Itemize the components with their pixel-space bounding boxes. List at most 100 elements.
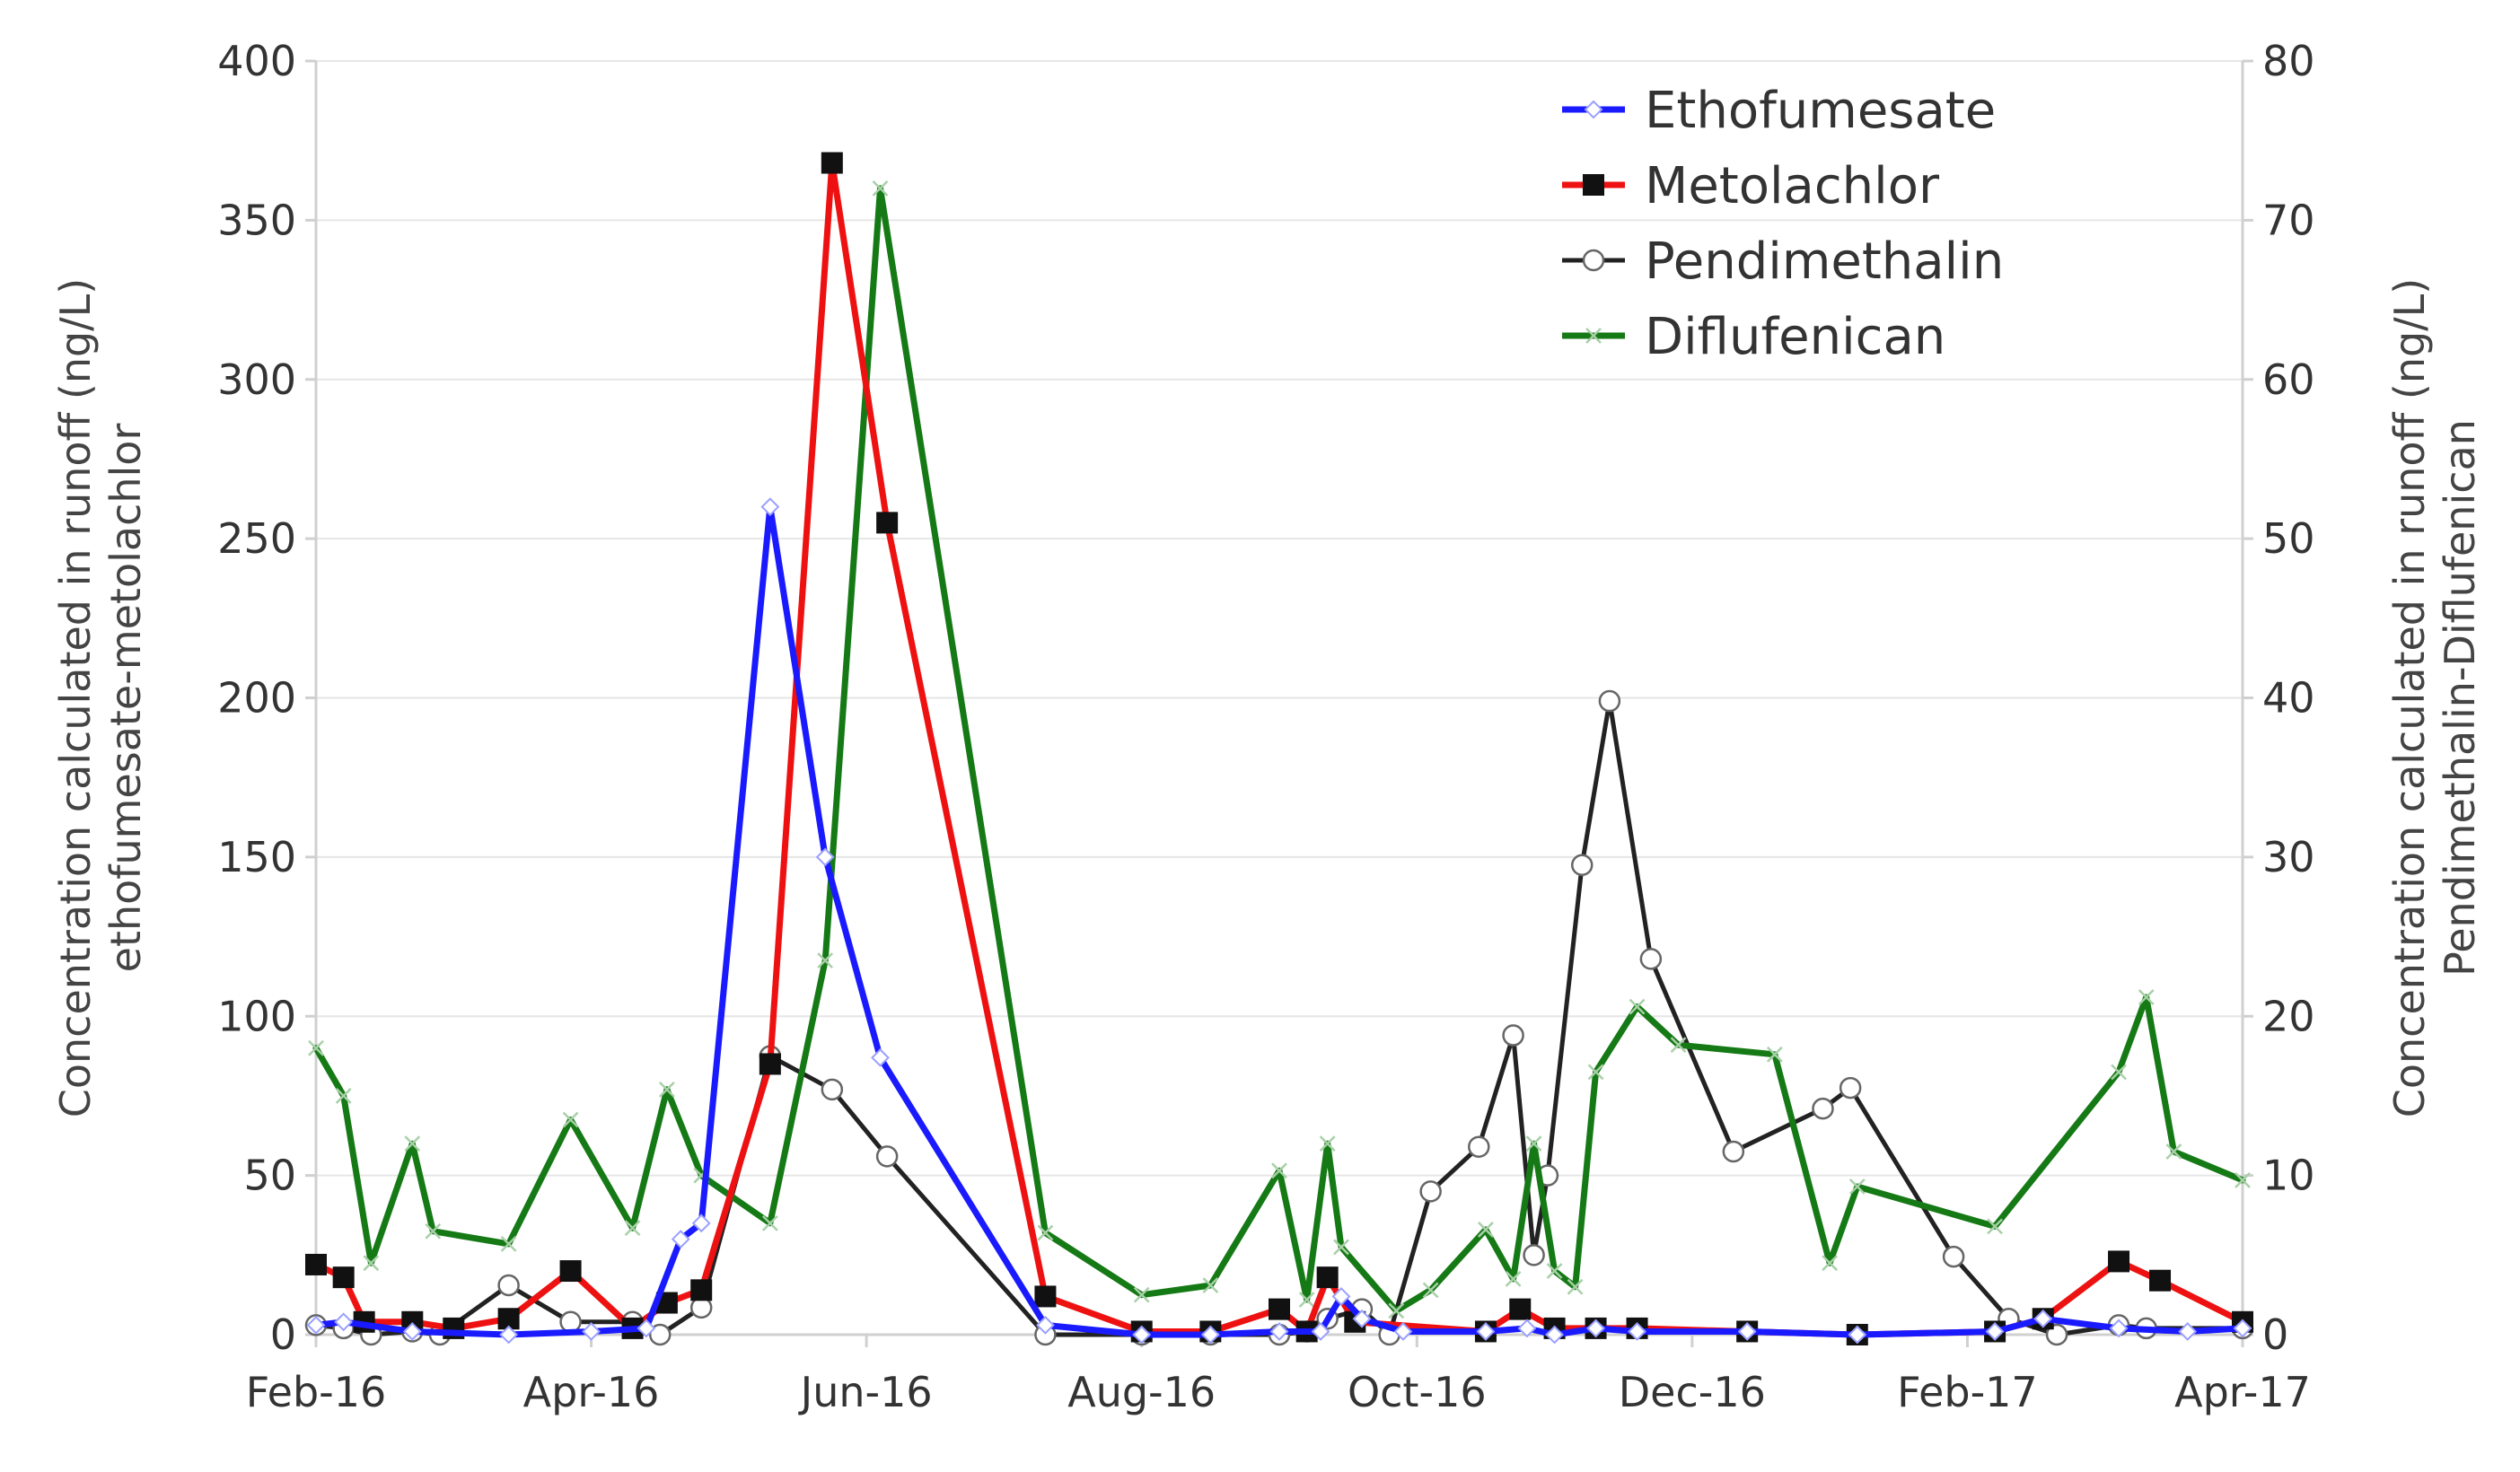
marker-x-b [1202, 1277, 1219, 1293]
marker-circle [497, 1274, 520, 1297]
marker-diamond [871, 1047, 890, 1067]
marker-diamond [1586, 1319, 1605, 1338]
y-left-tick-label: 350 [217, 196, 296, 244]
data-point-diflufenican [1133, 1286, 1150, 1303]
marker-diamond [1036, 1315, 1055, 1335]
marker-x-b [2165, 1143, 2182, 1160]
marker-diamond [637, 1319, 656, 1338]
marker-x-b [1629, 998, 1646, 1015]
data-point-pendimethalin [1419, 1180, 1442, 1203]
data-point-pendimethalin [1570, 854, 1594, 876]
data-point-diflufenican [500, 1236, 517, 1252]
marker-diamond [1132, 1325, 1152, 1345]
marker-x-b [1333, 1239, 1349, 1256]
data-point-pendimethalin [1722, 1140, 1745, 1163]
marker-diamond [306, 1315, 326, 1335]
marker-x-b [1319, 1135, 1336, 1152]
y-left-tick-label: 100 [217, 992, 296, 1040]
marker-circle [1942, 1245, 1965, 1268]
data-point-ethofumesate [1132, 1325, 1152, 1345]
data-point-diflufenican [308, 1039, 324, 1056]
data-point-diflufenican [658, 1081, 675, 1098]
marker-square [559, 1260, 582, 1283]
y-left-tick-label: 400 [217, 37, 296, 85]
y-axis-right-title-line: Pendimethalin-Diflufenican [2436, 419, 2484, 977]
data-point-ethofumesate [671, 1230, 690, 1249]
marker-square [332, 1266, 355, 1289]
data-point-diflufenican [1567, 1278, 1584, 1295]
marker-diamond [1545, 1325, 1564, 1345]
data-point-ethofumesate [691, 1214, 711, 1233]
marker-diamond [1584, 100, 1603, 119]
x-tick-label: Aug-16 [1067, 1368, 1216, 1416]
marker-x-b [1546, 1263, 1563, 1279]
data-point-ethofumesate [815, 847, 835, 867]
marker-x-b [363, 1255, 380, 1272]
data-point-diflufenican [1478, 1222, 1494, 1238]
data-point-diflufenican [624, 1220, 641, 1237]
data-point-ethofumesate [402, 1322, 422, 1341]
y-left-tick-label: 300 [217, 355, 296, 404]
data-point-metolachlor [821, 152, 843, 174]
marker-diamond [334, 1312, 354, 1332]
x-tick-label: Dec-16 [1619, 1368, 1766, 1416]
data-point-ethofumesate [1393, 1322, 1413, 1341]
marker-diamond [1352, 1309, 1372, 1328]
data-point-pendimethalin [1598, 689, 1621, 713]
data-point-pendimethalin [1839, 1076, 1862, 1100]
marker-x-b [2138, 989, 2155, 1005]
data-point-diflufenican [1587, 1064, 1604, 1081]
data-point-ethofumesate [1311, 1322, 1330, 1341]
marker-x-b [2235, 1172, 2251, 1188]
marker-x-b [1505, 1271, 1522, 1287]
data-point-pendimethalin [875, 1145, 899, 1168]
data-point-ethofumesate [871, 1047, 890, 1067]
marker-square [1269, 1298, 1290, 1320]
data-point-ethofumesate [1586, 1319, 1605, 1338]
data-point-diflufenican [1388, 1302, 1405, 1319]
marker-square [2149, 1269, 2172, 1292]
legend-label-diflufenican: Diflufenican [1645, 308, 1945, 366]
data-point-diflufenican [1670, 1037, 1687, 1054]
marker-x-b [1567, 1278, 1584, 1295]
data-point-ethofumesate [2178, 1322, 2198, 1341]
data-point-ethofumesate [2233, 1319, 2252, 1338]
data-point-metolachlor [759, 1053, 781, 1075]
marker-x-b [872, 180, 889, 197]
x-tick-label: Feb-17 [1897, 1368, 2038, 1416]
marker-circle [1598, 689, 1621, 713]
marker-x-b [761, 1214, 778, 1231]
data-point-diflufenican [1546, 1263, 1563, 1279]
data-point-diflufenican [1319, 1135, 1336, 1152]
marker-diamond [2178, 1322, 2198, 1341]
data-point-pendimethalin [1942, 1245, 1965, 1268]
data-point-ethofumesate [306, 1315, 326, 1335]
data-point-pendimethalin [559, 1310, 582, 1334]
data-point-ethofumesate [1269, 1322, 1289, 1341]
y-axis-right-title: Concentration calculated in runoff (ng/L… [2385, 278, 2484, 1117]
marker-x-b [1848, 1178, 1866, 1195]
data-point-ethofumesate [1545, 1325, 1564, 1345]
data-point-metolachlor [559, 1260, 582, 1283]
x-tick-label: Apr-17 [2174, 1368, 2311, 1416]
series-line-diflufenican [312, 185, 2246, 1314]
marker-circle [559, 1310, 582, 1334]
x-tick-label: Oct-16 [1348, 1368, 1487, 1416]
data-point-ethofumesate [2033, 1309, 2053, 1328]
marker-x-b [1987, 1218, 2003, 1235]
data-point-diflufenican [1525, 1135, 1542, 1152]
marker-circle [1468, 1135, 1490, 1158]
marker-diamond [1200, 1325, 1220, 1345]
marker-diamond [1985, 1322, 2005, 1341]
marker-circle [821, 1078, 844, 1101]
legend-marker-metolachlor [1583, 174, 1604, 196]
legend-item-pendimethalin: Pendimethalin [1562, 232, 2004, 291]
legend-item-ethofumesate: Ethofumesate [1562, 82, 1996, 140]
marker-diamond [2109, 1319, 2129, 1338]
legend-marker-diflufenican [1585, 328, 1602, 344]
y-axis-right-title-line: Concentration calculated in runoff (ng/L… [2385, 278, 2434, 1117]
data-point-metolachlor [876, 512, 899, 534]
data-point-ethofumesate [760, 497, 780, 517]
data-point-ethofumesate [1476, 1322, 1496, 1341]
